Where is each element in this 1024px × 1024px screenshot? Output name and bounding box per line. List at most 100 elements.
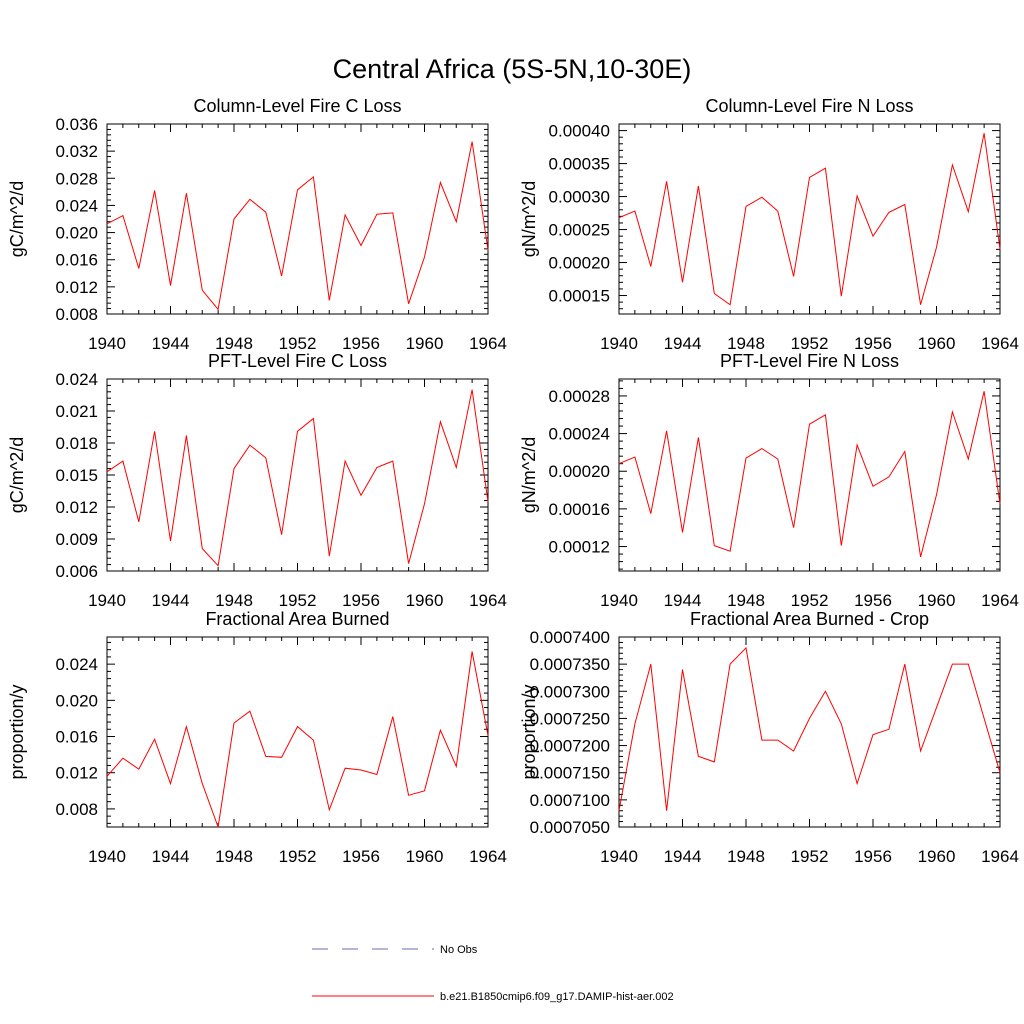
series-line [618,133,1001,306]
y-tick-label: 0.006 [55,562,98,581]
x-tick-label: 1940 [600,847,638,866]
x-tick-label: 1940 [88,591,126,610]
y-tick-label: 0.036 [55,115,98,134]
x-tick-label: 1944 [152,334,190,353]
legend-label: No Obs [440,944,478,956]
x-tick-label: 1956 [342,847,380,866]
x-tick-label: 1960 [406,591,444,610]
y-tick-label: 0.028 [55,169,98,188]
chart-panel-6: 1940 1944 1948 1952 1956 1960 1964 0.0007050 0.0… [519,609,1019,866]
x-tick-label: 1960 [406,847,444,866]
x-tick-label: 1948 [215,847,253,866]
x-tick-label: 1964 [981,591,1019,610]
chart-panel-5: 1940 1944 1948 1952 1956 1960 1964 0.008 0.012 0.… [7,609,507,866]
y-tick-label: 0.021 [55,402,98,421]
series-line [618,646,1001,811]
chart-panel-1: 1940 1944 1948 1952 1956 1960 1964 0.008 0.012 0.… [7,96,507,353]
x-tick-label: 1952 [791,591,829,610]
x-tick-label: 1948 [215,334,253,353]
chart-panel-4: 1940 1944 1948 1952 1956 1960 1964 0.00012 0.000… [519,351,1019,610]
y-tick-label: 0.012 [55,498,98,517]
chart-panel-2: 1940 1944 1948 1952 1956 1960 1964 0.00015 0.000… [519,96,1019,353]
y-tick-label: 0.008 [55,305,98,324]
x-tick-label: 1952 [791,334,829,353]
panel-title: PFT-Level Fire N Loss [720,351,899,371]
x-tick-label: 1952 [279,334,317,353]
y-tick-label: 0.008 [55,800,98,819]
y-tick-label: 0.00040 [549,122,610,141]
series-line [106,389,489,567]
y-tick-label: 0.020 [55,691,98,710]
y-tick-label: 0.015 [55,466,98,485]
x-tick-label: 1944 [152,591,190,610]
y-tick-label: 0.00028 [549,387,610,406]
figure-title: Central Africa (5S-5N,10-30E) [333,54,692,84]
y-tick-label: 0.00020 [549,462,610,481]
x-tick-label: 1956 [342,591,380,610]
x-tick-label: 1940 [88,334,126,353]
x-tick-label: 1960 [918,847,956,866]
y-tick-label: 0.00025 [549,221,610,240]
y-tick-label: 0.020 [55,224,98,243]
y-axis-label: gN/m^2/d [519,181,539,257]
y-tick-label: 0.012 [55,764,98,783]
x-tick-label: 1952 [791,847,829,866]
x-tick-label: 1940 [600,591,638,610]
x-tick-label: 1960 [918,591,956,610]
x-tick-label: 1940 [600,334,638,353]
panel-title: Column-Level Fire C Loss [193,96,401,116]
x-tick-label: 1964 [469,334,507,353]
series-line [106,651,489,828]
y-tick-label: 0.024 [55,196,98,215]
x-tick-label: 1956 [854,847,892,866]
y-axis-label: proportion/y [7,684,27,779]
x-tick-label: 1948 [727,334,765,353]
series-line [618,391,1001,558]
y-tick-label: 0.018 [55,434,98,453]
y-tick-label: 0.012 [55,278,98,297]
x-tick-label: 1956 [854,591,892,610]
y-tick-label: 0.00015 [549,287,610,306]
x-tick-label: 1944 [152,847,190,866]
x-tick-label: 1952 [279,847,317,866]
x-tick-label: 1948 [727,847,765,866]
y-tick-label: 0.00030 [549,188,610,207]
y-tick-label: 0.0007250 [530,709,610,728]
y-tick-label: 0.0007300 [530,682,610,701]
y-tick-label: 0.00016 [549,500,610,519]
y-axis-label: gC/m^2/d [7,437,27,513]
x-tick-label: 1956 [342,334,380,353]
panel-title: Column-Level Fire N Loss [705,96,913,116]
x-tick-label: 1952 [279,591,317,610]
y-tick-label: 0.016 [55,251,98,270]
panel-title: Fractional Area Burned - Crop [690,609,929,629]
x-tick-label: 1960 [406,334,444,353]
y-axis-label: gN/m^2/d [519,437,539,513]
y-axis-label: proportion/y [519,684,539,779]
y-axis-label: gC/m^2/d [7,181,27,257]
y-tick-label: 0.00024 [549,425,610,444]
x-tick-label: 1944 [664,847,702,866]
x-tick-label: 1964 [981,847,1019,866]
x-tick-label: 1944 [664,334,702,353]
panel-title: Fractional Area Burned [205,609,389,629]
panel-title: PFT-Level Fire C Loss [208,351,387,371]
y-tick-label: 0.032 [55,142,98,161]
x-tick-label: 1964 [981,334,1019,353]
y-tick-label: 0.009 [55,530,98,549]
x-tick-label: 1948 [215,591,253,610]
y-tick-label: 0.0007100 [530,791,610,810]
y-tick-label: 0.0007150 [530,764,610,783]
y-tick-label: 0.024 [55,655,98,674]
series-line [106,141,489,311]
y-tick-label: 0.0007200 [530,737,610,756]
x-tick-label: 1960 [918,334,956,353]
y-tick-label: 0.016 [55,728,98,747]
y-tick-label: 0.0007400 [530,628,610,647]
x-tick-label: 1944 [664,591,702,610]
y-tick-label: 0.00012 [549,538,610,557]
x-tick-label: 1964 [469,591,507,610]
x-tick-label: 1956 [854,334,892,353]
y-tick-label: 0.0007050 [530,818,610,837]
